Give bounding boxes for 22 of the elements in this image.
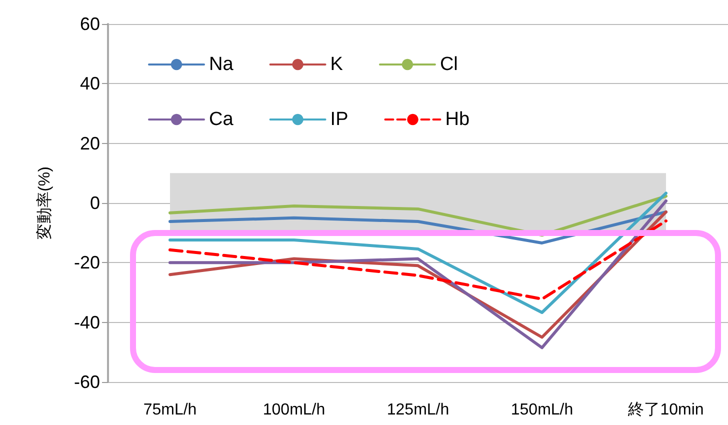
x-tick-label: 150mL/h (510, 402, 574, 418)
x-tick-label: 100mL/h (262, 402, 326, 418)
legend-label: Cl (440, 54, 458, 75)
y-tick-label: 0 (90, 193, 100, 213)
legend-label: Ca (209, 109, 234, 130)
x-tick-label: 125mL/h (386, 402, 450, 418)
y-tick-label: -40 (74, 312, 100, 332)
y-tick-label: 20 (80, 133, 100, 154)
y-tick-label: -60 (74, 372, 100, 392)
y-tick-label: 60 (80, 14, 100, 34)
y-tick-label: -20 (74, 252, 100, 273)
legend-label: K (330, 54, 344, 75)
y-tick-label: 40 (80, 74, 100, 94)
line-series (168, 192, 668, 314)
legend-label: Na (209, 54, 234, 75)
legend-label: IP (330, 109, 348, 130)
y-axis-title: 変動率(%) (36, 166, 54, 240)
legend-label: Hb (445, 109, 470, 130)
x-tick-label: 終了10min (627, 402, 704, 418)
line-series (168, 219, 668, 301)
line-series (168, 194, 668, 237)
x-tick-label: 75mL/h (143, 402, 197, 418)
